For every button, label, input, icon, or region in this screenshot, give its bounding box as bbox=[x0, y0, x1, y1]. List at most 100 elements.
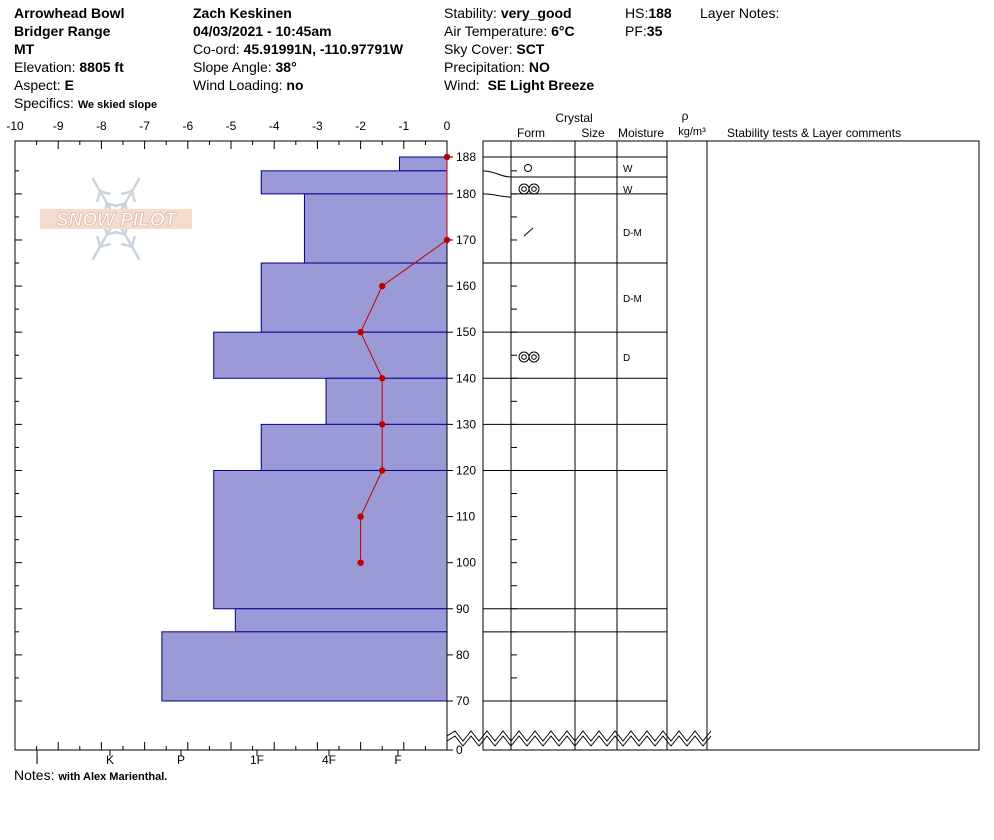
notes-label: Notes: bbox=[14, 767, 55, 783]
coord-value: 45.91991N, -110.97791W bbox=[243, 41, 404, 57]
layer-moisture: W bbox=[623, 164, 633, 175]
hardness-bar bbox=[260, 170, 448, 195]
stability-label: Stability: bbox=[444, 5, 497, 21]
depth-tick-label: 90 bbox=[456, 602, 470, 616]
temp-tick-label: -4 bbox=[269, 119, 280, 133]
temperature-point bbox=[357, 559, 364, 566]
temp-tick-label: -1 bbox=[398, 119, 409, 133]
temp-tick-label: -7 bbox=[139, 119, 150, 133]
density-unit: kg/m³ bbox=[678, 126, 706, 138]
layer-connector bbox=[482, 193, 512, 198]
logo-banner bbox=[40, 209, 192, 229]
hardness-bar bbox=[303, 193, 448, 264]
flake-branch bbox=[130, 190, 137, 203]
flake-branch bbox=[114, 202, 126, 208]
flake-branch bbox=[121, 242, 133, 248]
temp-tick-label: -9 bbox=[53, 119, 64, 133]
melt-freeze-icon-inner bbox=[531, 186, 537, 192]
hs-label: HS: bbox=[625, 5, 649, 21]
flake-branch bbox=[95, 235, 102, 248]
wind-description: Light Breeze bbox=[510, 77, 595, 93]
axis-break-line bbox=[446, 730, 712, 742]
temp-tick-label: -8 bbox=[96, 119, 107, 133]
specifics-value: We skied slope bbox=[77, 99, 158, 111]
wind-label: Wind: bbox=[444, 77, 480, 93]
hardness-bar bbox=[260, 423, 448, 471]
range-name: Bridger Range bbox=[14, 23, 111, 39]
logo-text: SNOW PILOT bbox=[56, 210, 178, 231]
temp-tick-label: -5 bbox=[226, 119, 237, 133]
temp-tick-label: -3 bbox=[312, 119, 323, 133]
melt-freeze-icon bbox=[528, 351, 540, 363]
layer-moisture: D-M bbox=[623, 228, 642, 239]
description-frame bbox=[482, 140, 980, 751]
slope-row: Slope Angle: 38° bbox=[193, 58, 297, 76]
depth-tick-label: 170 bbox=[456, 233, 476, 247]
layer-moisture: W bbox=[623, 185, 633, 196]
temperature-point bbox=[443, 153, 451, 161]
hardness-tick-label: 1F bbox=[250, 753, 264, 767]
temperature-point bbox=[357, 328, 364, 336]
layer-notes-label: Layer Notes: bbox=[700, 5, 780, 21]
slope-label: Slope Angle: bbox=[193, 59, 272, 75]
hs-value: 188 bbox=[648, 5, 672, 21]
hardness-bar bbox=[398, 156, 448, 172]
temp-tick-label: -6 bbox=[182, 119, 193, 133]
hardness-bars bbox=[161, 156, 448, 702]
hardness-bar bbox=[325, 377, 448, 425]
temperature-point bbox=[379, 282, 386, 290]
flake-branch bbox=[99, 190, 111, 196]
flake-branch bbox=[106, 230, 118, 236]
melt-freeze-icon bbox=[518, 351, 530, 363]
depth-tick-label: 70 bbox=[456, 694, 470, 708]
melt-freeze-icon-inner bbox=[521, 186, 527, 192]
form-header: Form bbox=[517, 126, 545, 140]
stability-value: very_good bbox=[500, 5, 572, 21]
chart-axes: -10 -9 -8 -7 -6 -5 -4 -3 -2 -1 0I K P 1F 4F F1881801701… bbox=[6, 119, 476, 767]
hardness-bar bbox=[234, 608, 448, 633]
slope-value: 38° bbox=[275, 59, 297, 75]
observer-name: Zach Keskinen bbox=[193, 5, 292, 21]
state-name: MT bbox=[14, 41, 35, 57]
notes-value: with Alex Marienthal. bbox=[58, 771, 168, 783]
pf-value: 35 bbox=[646, 23, 663, 39]
depth-tick-label: 180 bbox=[456, 187, 476, 201]
aspect-row: Aspect: E bbox=[14, 76, 74, 94]
depth-tick-label: 0 bbox=[456, 743, 463, 757]
depth-tick-label: 80 bbox=[456, 648, 470, 662]
temperature-profile bbox=[357, 153, 451, 566]
hardness-tick-label: F bbox=[394, 753, 401, 767]
moisture-header: Moisture bbox=[618, 126, 664, 140]
hardness-tick-label: K bbox=[106, 753, 114, 767]
specifics-row: Specifics: We skied slope bbox=[14, 94, 157, 114]
melt-freeze-icon-inner bbox=[521, 354, 527, 360]
air-temp-label: Air Temperature: bbox=[444, 23, 548, 39]
precip-row: Precipitation: NO bbox=[444, 58, 550, 76]
pf-row: PF:35 bbox=[625, 22, 662, 40]
coord-row: Co-ord: 45.91991N, -110.97791W bbox=[193, 40, 403, 58]
layer-moisture: D-M bbox=[623, 294, 642, 305]
aspect-value: E bbox=[64, 77, 74, 93]
melt-freeze-icon bbox=[518, 183, 530, 195]
hardness-bar bbox=[213, 469, 448, 610]
notes-row: Notes: with Alex Marienthal. bbox=[14, 766, 167, 786]
depth-tick-label: 140 bbox=[456, 371, 476, 385]
layer-moisture: D bbox=[623, 353, 630, 364]
depth-tick-label: 160 bbox=[456, 279, 476, 293]
hardness-tick-label: 4F bbox=[322, 753, 336, 767]
elevation-label: Elevation: bbox=[14, 59, 76, 75]
layer-description-table: Crystal Form Size Moisture ρ kg/m³ Stabi… bbox=[446, 109, 980, 751]
sky-label: Sky Cover: bbox=[444, 41, 513, 57]
wind-loading-label: Wind Loading: bbox=[193, 77, 283, 93]
temp-tick-label: -10 bbox=[6, 119, 24, 133]
sky-row: Sky Cover: SCT bbox=[444, 40, 544, 58]
wind-row: Wind: SE Light Breeze bbox=[444, 76, 594, 94]
snowpilot-logo: SNOW PILOT bbox=[40, 177, 192, 261]
wind-direction: SE bbox=[487, 77, 507, 93]
hardness-bar bbox=[161, 631, 448, 702]
depth-tick-label: 100 bbox=[456, 556, 476, 570]
precip-value: NO bbox=[528, 59, 550, 75]
air-temp-value: 6°C bbox=[551, 23, 575, 39]
depth-tick-label: 150 bbox=[456, 325, 476, 339]
hardness-tick-label: P bbox=[177, 753, 185, 767]
